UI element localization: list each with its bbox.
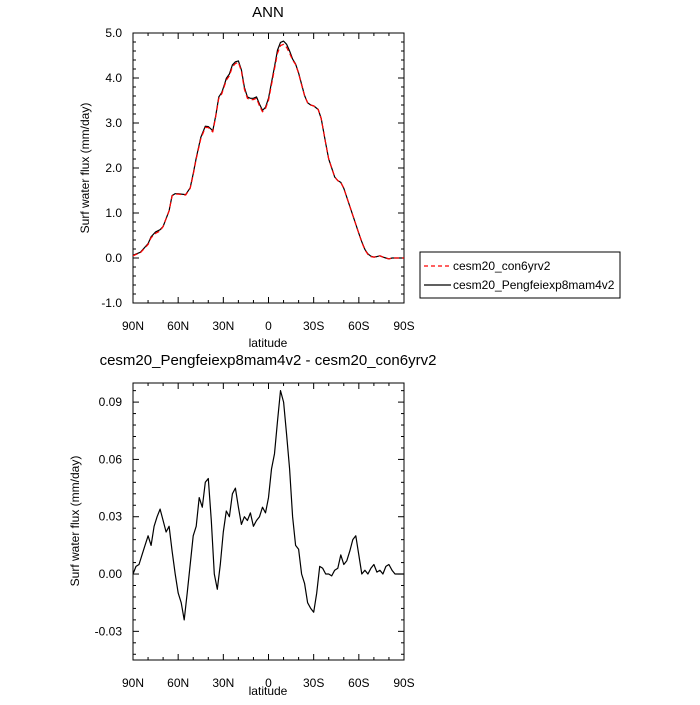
- x-tick-label: 60N: [167, 319, 189, 333]
- x-tick-label: 0: [265, 676, 272, 690]
- y-axis: -1.0 0.0 1.0 2.0 3.0 4.0 5.0: [101, 26, 404, 310]
- series-line-cesm20_con6yrv2: [132, 43, 404, 260]
- plot-frame: [132, 32, 405, 304]
- y-tick-label: 2.0: [105, 161, 122, 175]
- x-tick-label: 90S: [393, 676, 414, 690]
- y-tick-label: 0.06: [99, 452, 123, 466]
- legend-label-experiment: cesm20_Pengfeiexp8mam4v2: [453, 278, 615, 292]
- chart-title: ANN: [252, 4, 284, 21]
- y-tick-label: 3.0: [105, 116, 122, 130]
- series-group: [132, 40, 404, 260]
- x-tick-label: 60S: [348, 319, 369, 333]
- series-line-cesm20_Pengfeiexp8mam4v2: [132, 40, 404, 260]
- x-tick-label: 60S: [348, 676, 369, 690]
- x-axis: 90N 60N 30N 0 30S 60S 90S: [122, 33, 415, 333]
- y-tick-label: 5.0: [105, 26, 122, 40]
- difference-y-axis: -0.03 0.00 0.03 0.06 0.09: [95, 390, 404, 655]
- y-tick-label: 4.0: [105, 71, 122, 85]
- y-tick-label: 0.09: [99, 395, 123, 409]
- x-tick-label: 90N: [122, 676, 144, 690]
- difference-line: [132, 390, 404, 621]
- x-tick-label: 30S: [303, 319, 324, 333]
- x-tick-label: 60N: [167, 676, 189, 690]
- x-axis-label: latitude: [249, 336, 288, 350]
- difference-series-group: [132, 390, 404, 621]
- legend-box: [419, 251, 621, 299]
- y-tick-label: 0.00: [99, 567, 123, 581]
- legend-label-control: cesm20_con6yrv2: [453, 259, 551, 273]
- x-tick-label: 90S: [393, 319, 414, 333]
- y-axis-label: Surf water flux (mm/day): [78, 103, 92, 234]
- legend: cesm20_con6yrv2 cesm20_Pengfeiexp8mam4v2: [419, 251, 621, 299]
- y-tick-label: 0.0: [105, 251, 122, 265]
- x-tick-label: 90N: [122, 319, 144, 333]
- difference-plot-frame: [132, 382, 405, 661]
- y-tick-label: 1.0: [105, 206, 122, 220]
- y-tick-label: -0.03: [95, 624, 123, 638]
- y-tick-label: -1.0: [101, 296, 122, 310]
- difference-chart-title: cesm20_Pengfeiexp8mam4v2 - cesm20_con6yr…: [100, 352, 437, 369]
- x-tick-label: 30S: [303, 676, 324, 690]
- difference-x-axis: 90N 60N 30N 0 30S 60S 90S: [122, 383, 415, 690]
- difference-y-axis-label: Surf water flux (mm/day): [68, 456, 82, 587]
- x-tick-label: 0: [265, 319, 272, 333]
- y-tick-label: 0.03: [99, 510, 123, 524]
- x-tick-label: 30N: [212, 319, 234, 333]
- x-tick-label: 30N: [212, 676, 234, 690]
- difference-chart: cesm20_Pengfeiexp8mam4v2 - cesm20_con6yr…: [68, 352, 436, 698]
- annual-chart: ANN -1.0 0.0 1.0 2.0 3.0 4.0 5.0 90N 60N 30N 0 30S…: [78, 4, 415, 350]
- difference-x-axis-label: latitude: [249, 684, 288, 698]
